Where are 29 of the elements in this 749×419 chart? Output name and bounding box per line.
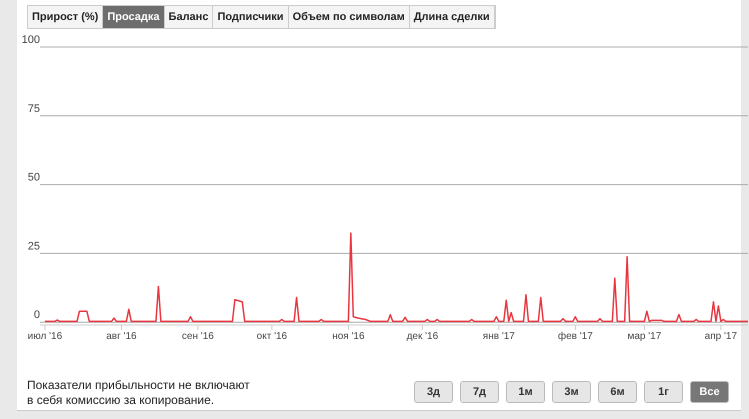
text: Объем по символам [288, 6, 410, 28]
text: Показатели прибыльности не включают в себя комиссию за копирование. [27, 378, 251, 408]
y-tick-label: 75 [28, 102, 40, 115]
y-tick-label: 50 [28, 172, 40, 184]
x-tick-label: сен '16 [182, 331, 214, 342]
text: 6м [598, 381, 637, 403]
text: 1г [644, 381, 683, 403]
text: Просадка [103, 6, 165, 28]
text: Все [690, 381, 729, 403]
text: Длина сделки [410, 6, 495, 28]
x-tick-label: июл '16 [28, 331, 63, 342]
text: Подписчики [213, 6, 289, 28]
text: 7д [460, 381, 499, 403]
x-tick-label: фев '17 [558, 331, 594, 342]
text: Прирост (%) [28, 6, 104, 28]
x-tick-label: авг '16 [106, 331, 138, 342]
x-tick-label: ноя '16 [332, 331, 365, 342]
x-tick-label: янв '17 [482, 331, 516, 342]
text: 3м [552, 381, 591, 403]
text: Баланс [164, 6, 214, 28]
text: 1м [506, 381, 545, 403]
y-tick-label: 0 [34, 309, 40, 322]
x-tick-label: мар '17 [627, 331, 662, 342]
text: 3д [414, 381, 453, 403]
y-tick-label: 25 [28, 240, 40, 252]
x-tick-label: окт '16 [256, 331, 288, 342]
y-tick-label: 100 [22, 34, 40, 46]
x-tick-label: дек '16 [406, 331, 439, 342]
x-tick-label: апр '17 [704, 331, 738, 342]
